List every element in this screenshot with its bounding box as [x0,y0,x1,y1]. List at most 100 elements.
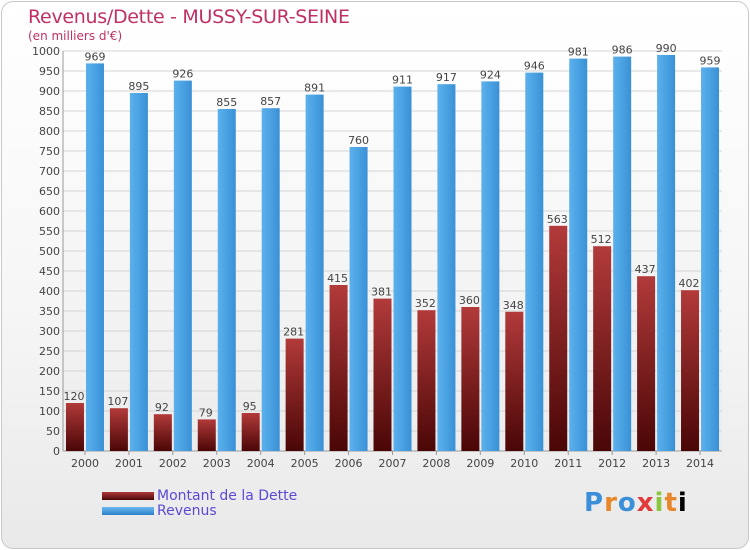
bar-dette [593,246,612,451]
chart-subtitle: (en milliers d'€) [28,29,123,43]
y-tick-label: 850 [39,105,60,118]
data-label-dette: 95 [243,400,257,413]
x-tick-label: 2006 [335,457,363,470]
y-tick-label: 100 [39,405,60,418]
data-label-revenus: 895 [128,80,149,93]
bar-dette [153,414,172,451]
y-tick-label: 150 [39,385,60,398]
bar-revenus [437,84,456,451]
x-tick-label: 2001 [115,457,143,470]
bar-dette [373,298,392,451]
y-tick-label: 1000 [32,45,60,58]
y-tick-label: 950 [39,65,60,78]
data-label-dette: 415 [327,272,348,285]
bar-dette [637,276,656,451]
bar-dette [109,408,128,451]
data-label-dette: 352 [415,297,436,310]
bar-revenus [393,86,412,451]
y-tick-label: 650 [39,185,60,198]
bar-revenus [349,147,368,451]
data-label-revenus: 911 [392,74,413,87]
legend-label-dette: Montant de la Dette [157,488,298,504]
data-label-dette: 402 [679,277,700,290]
bar-revenus [657,55,676,451]
data-label-revenus: 917 [436,71,457,84]
chart-title: Revenus/Dette - MUSSY-SUR-SEINE [28,6,350,28]
data-label-dette: 92 [155,401,169,414]
x-tick-label: 2009 [466,457,494,470]
data-label-dette: 281 [283,326,304,339]
y-tick-label: 700 [39,165,60,178]
x-tick-label: 2012 [598,457,626,470]
data-label-dette: 512 [591,233,612,246]
data-label-revenus: 891 [304,82,325,95]
legend-swatch-dette [102,492,154,500]
data-label-dette: 120 [63,390,84,403]
y-tick-label: 500 [39,245,60,258]
data-label-revenus: 959 [700,54,721,67]
x-tick-label: 2010 [510,457,538,470]
y-tick-label: 300 [39,325,60,338]
bar-revenus [173,80,192,451]
data-label-dette: 348 [503,299,524,312]
bar-revenus [261,108,280,451]
y-tick-label: 0 [53,445,60,458]
bar-revenus [701,67,720,452]
bar-revenus [305,94,324,451]
y-tick-label: 200 [39,365,60,378]
bar-dette [417,310,436,451]
data-label-revenus: 760 [348,134,369,147]
x-tick-label: 2007 [379,457,407,470]
bar-revenus [613,56,632,451]
legend-label-revenus: Revenus [157,503,217,519]
x-tick-label: 2004 [247,457,275,470]
bar-dette [505,311,524,451]
bar-dette [197,419,216,451]
data-label-revenus: 946 [524,60,545,73]
y-tick-label: 550 [39,225,60,238]
y-tick-label: 50 [46,425,60,438]
data-label-revenus: 855 [216,96,237,109]
bar-dette [681,290,700,451]
legend-swatch-revenus [102,507,154,515]
bar-revenus [129,93,148,451]
data-label-dette: 381 [371,286,392,299]
bar-revenus [569,58,588,451]
data-label-revenus: 986 [612,44,633,57]
y-tick-label: 900 [39,85,60,98]
x-tick-label: 2008 [422,457,450,470]
y-tick-label: 750 [39,145,60,158]
x-tick-label: 2014 [686,457,714,470]
x-tick-label: 2011 [554,457,582,470]
data-label-dette: 360 [459,294,480,307]
data-label-dette: 79 [199,406,213,419]
x-tick-label: 2003 [203,457,231,470]
data-label-revenus: 924 [480,68,501,81]
y-tick-label: 450 [39,265,60,278]
data-label-revenus: 969 [84,50,105,63]
bar-dette [65,403,84,451]
x-tick-label: 2002 [159,457,187,470]
data-label-dette: 107 [107,395,128,408]
bar-revenus [525,72,544,451]
y-tick-label: 600 [39,205,60,218]
bar-dette [549,225,568,451]
bar-dette [461,307,480,451]
bar-dette [285,338,304,451]
data-label-revenus: 857 [260,95,281,108]
data-label-revenus: 926 [172,68,193,81]
data-label-dette: 563 [547,213,568,226]
bar-dette [329,285,348,451]
y-tick-label: 350 [39,305,60,318]
x-tick-label: 2000 [71,457,99,470]
bar-revenus [217,109,236,451]
x-tick-label: 2005 [291,457,319,470]
y-tick-label: 800 [39,125,60,138]
data-label-revenus: 990 [656,42,677,55]
data-label-dette: 437 [635,263,656,276]
proxiti-logo: Proxiti [584,488,688,518]
bar-revenus [85,63,104,452]
x-tick-label: 2013 [642,457,670,470]
